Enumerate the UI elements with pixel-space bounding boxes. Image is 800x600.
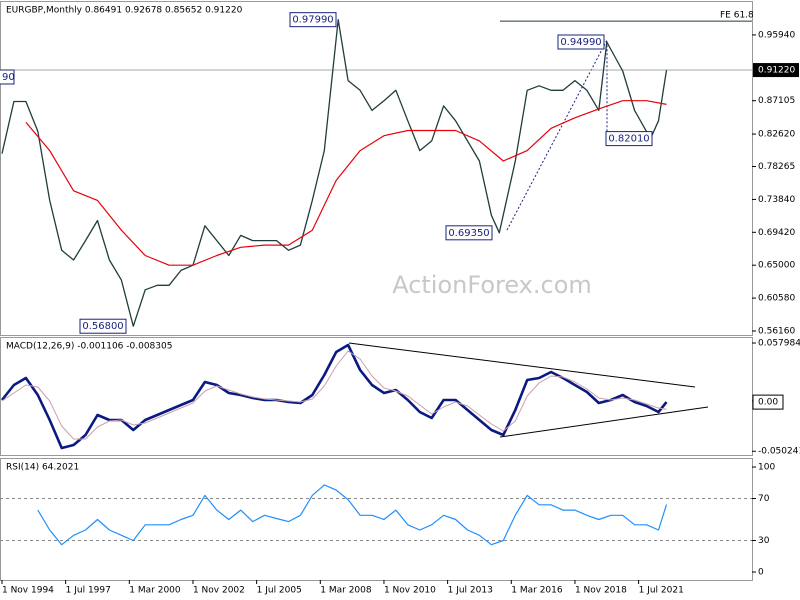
y-tick-label: 0.057984 xyxy=(758,339,800,349)
y-tick-label: 30 xyxy=(758,536,770,546)
last-price-box xyxy=(753,63,799,78)
x-tick-label: 1 Nov 2002 xyxy=(193,586,245,596)
x-tick-label: 1 Mar 2008 xyxy=(320,586,372,596)
annotation-box xyxy=(605,131,653,147)
series-line xyxy=(25,100,667,266)
y-tick-label: 0.87105 xyxy=(758,96,795,106)
x-tick-label: 1 Mar 2000 xyxy=(129,586,181,596)
annotation-label: 0.97990 xyxy=(292,15,333,26)
y-tick-label: 0.65000 xyxy=(758,261,795,271)
annotation-label: 90 xyxy=(2,72,15,83)
drawings xyxy=(348,39,709,438)
last-value-box xyxy=(752,394,784,410)
series-line xyxy=(0,343,668,450)
x-tick-label: 1 Nov 1994 xyxy=(2,586,54,596)
level-label: FE 61.8 xyxy=(720,11,754,21)
last-price-label: 0.91220 xyxy=(758,66,795,76)
y-tick-label: 0.95940 xyxy=(758,30,795,40)
annotation-box xyxy=(79,318,127,334)
y-tick-label: 0.60580 xyxy=(758,294,795,304)
annotation-label: 0.69350 xyxy=(448,228,489,239)
y-tick-label: 70 xyxy=(758,494,770,504)
y-tick-label: -0.050241 xyxy=(758,447,800,457)
annotation-label: 0.82010 xyxy=(608,134,649,145)
panel-title: MACD(12,26,9) -0.001106 -0.008305 xyxy=(6,342,172,352)
x-tick-label: 1 Jul 1997 xyxy=(66,586,111,596)
annotation-label: 0.56800 xyxy=(82,321,123,332)
y-tick-label: 0.78265 xyxy=(758,162,795,172)
y-tick-label: 0.56160 xyxy=(758,326,795,336)
x-tick-label: 1 Jul 2013 xyxy=(448,586,493,596)
series-line xyxy=(1,350,667,440)
y-tick-label: 100 xyxy=(758,463,775,473)
y-tick-label: 0.73840 xyxy=(758,195,795,205)
series-line xyxy=(1,19,668,327)
x-tick-label: 1 Jul 2021 xyxy=(639,586,684,596)
y-tick-label: 0.69420 xyxy=(758,228,795,238)
watermark: ActionForex.com xyxy=(392,271,592,299)
x-tick-label: 1 Jul 2005 xyxy=(257,586,302,596)
last-value-label: 0.00 xyxy=(758,398,778,408)
annotation-box xyxy=(557,34,605,50)
macd-trendline xyxy=(499,406,709,438)
annotation-label: 0.94990 xyxy=(560,37,601,48)
y-tick-label: 0 xyxy=(758,568,764,578)
panel-title: RSI(14) 64.2021 xyxy=(6,463,79,473)
panel-frame xyxy=(0,1,753,336)
annotation-box xyxy=(289,12,337,28)
macd-trendline xyxy=(348,342,696,388)
y-tick-label: 0.82620 xyxy=(758,130,795,140)
series-line xyxy=(37,484,668,546)
panel-frame xyxy=(0,458,753,581)
annotation-box xyxy=(445,225,493,241)
x-tick-label: 1 Nov 2018 xyxy=(575,586,627,596)
panel-title: EURGBP,Monthly 0.86491 0.92678 0.85652 0… xyxy=(6,6,243,16)
x-tick-label: 1 Nov 2010 xyxy=(384,586,436,596)
x-tick-label: 1 Mar 2016 xyxy=(511,586,563,596)
annotation-box xyxy=(0,69,15,85)
